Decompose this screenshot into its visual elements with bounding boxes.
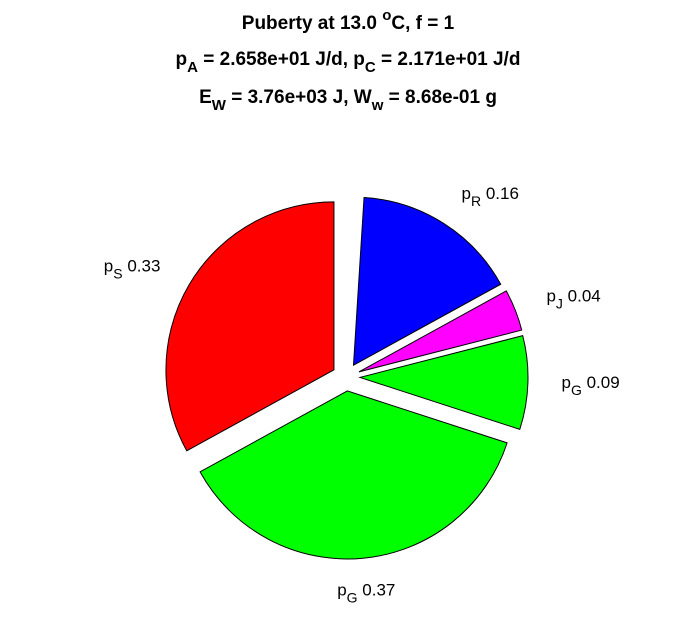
label-subscript: G xyxy=(571,381,582,397)
slice-label: pG 0.37 xyxy=(337,581,395,605)
pie-slice xyxy=(352,196,502,367)
title-text: E xyxy=(199,87,212,108)
title-text: Puberty at 13.0 xyxy=(242,13,382,34)
slice-label: pS 0.33 xyxy=(104,257,161,281)
label-name: p xyxy=(546,287,555,306)
label-subscript: R xyxy=(471,193,481,209)
title-subscript: W xyxy=(212,97,227,114)
title-text: C, f = 1 xyxy=(391,13,454,34)
slice-label: pR 0.16 xyxy=(462,184,519,208)
title-text: = 2.171e+01 J/d xyxy=(376,49,521,70)
label-subscript: J xyxy=(556,295,563,311)
label-name: p xyxy=(337,581,346,600)
title-text: = 2.658e+01 J/d, p xyxy=(198,49,365,70)
title-subscript: w xyxy=(371,97,384,114)
title-line: EW = 3.76e+03 J, Ww = 8.68e-01 g xyxy=(199,87,497,114)
slice-label: pG 0.09 xyxy=(561,373,619,397)
label-name: p xyxy=(561,373,570,392)
title-text: = 8.68e-01 g xyxy=(383,87,497,108)
title-line: pA = 2.658e+01 J/d, pC = 2.171e+01 J/d xyxy=(176,49,521,76)
slice-label: pJ 0.04 xyxy=(546,287,600,311)
label-value: 0.09 xyxy=(587,373,620,392)
title-subscript: A xyxy=(187,59,198,76)
label-subscript: S xyxy=(113,265,122,281)
pie-slice xyxy=(358,335,529,430)
pie-slice xyxy=(199,390,508,560)
label-value: 0.33 xyxy=(127,257,160,276)
title-line: Puberty at 13.0 oC, f = 1 xyxy=(242,7,455,34)
title-text: p xyxy=(176,49,188,70)
pie-slice xyxy=(358,290,523,373)
title-subscript: C xyxy=(365,59,376,76)
label-value: 0.16 xyxy=(486,184,519,203)
label-value: 0.04 xyxy=(568,287,601,306)
label-name: p xyxy=(462,184,471,203)
label-subscript: G xyxy=(347,589,358,605)
label-value: 0.37 xyxy=(362,581,395,600)
title-text: = 3.76e+03 J, W xyxy=(226,87,372,108)
label-name: p xyxy=(104,257,113,276)
pie-slice xyxy=(165,201,335,452)
title-superscript: o xyxy=(382,7,391,24)
